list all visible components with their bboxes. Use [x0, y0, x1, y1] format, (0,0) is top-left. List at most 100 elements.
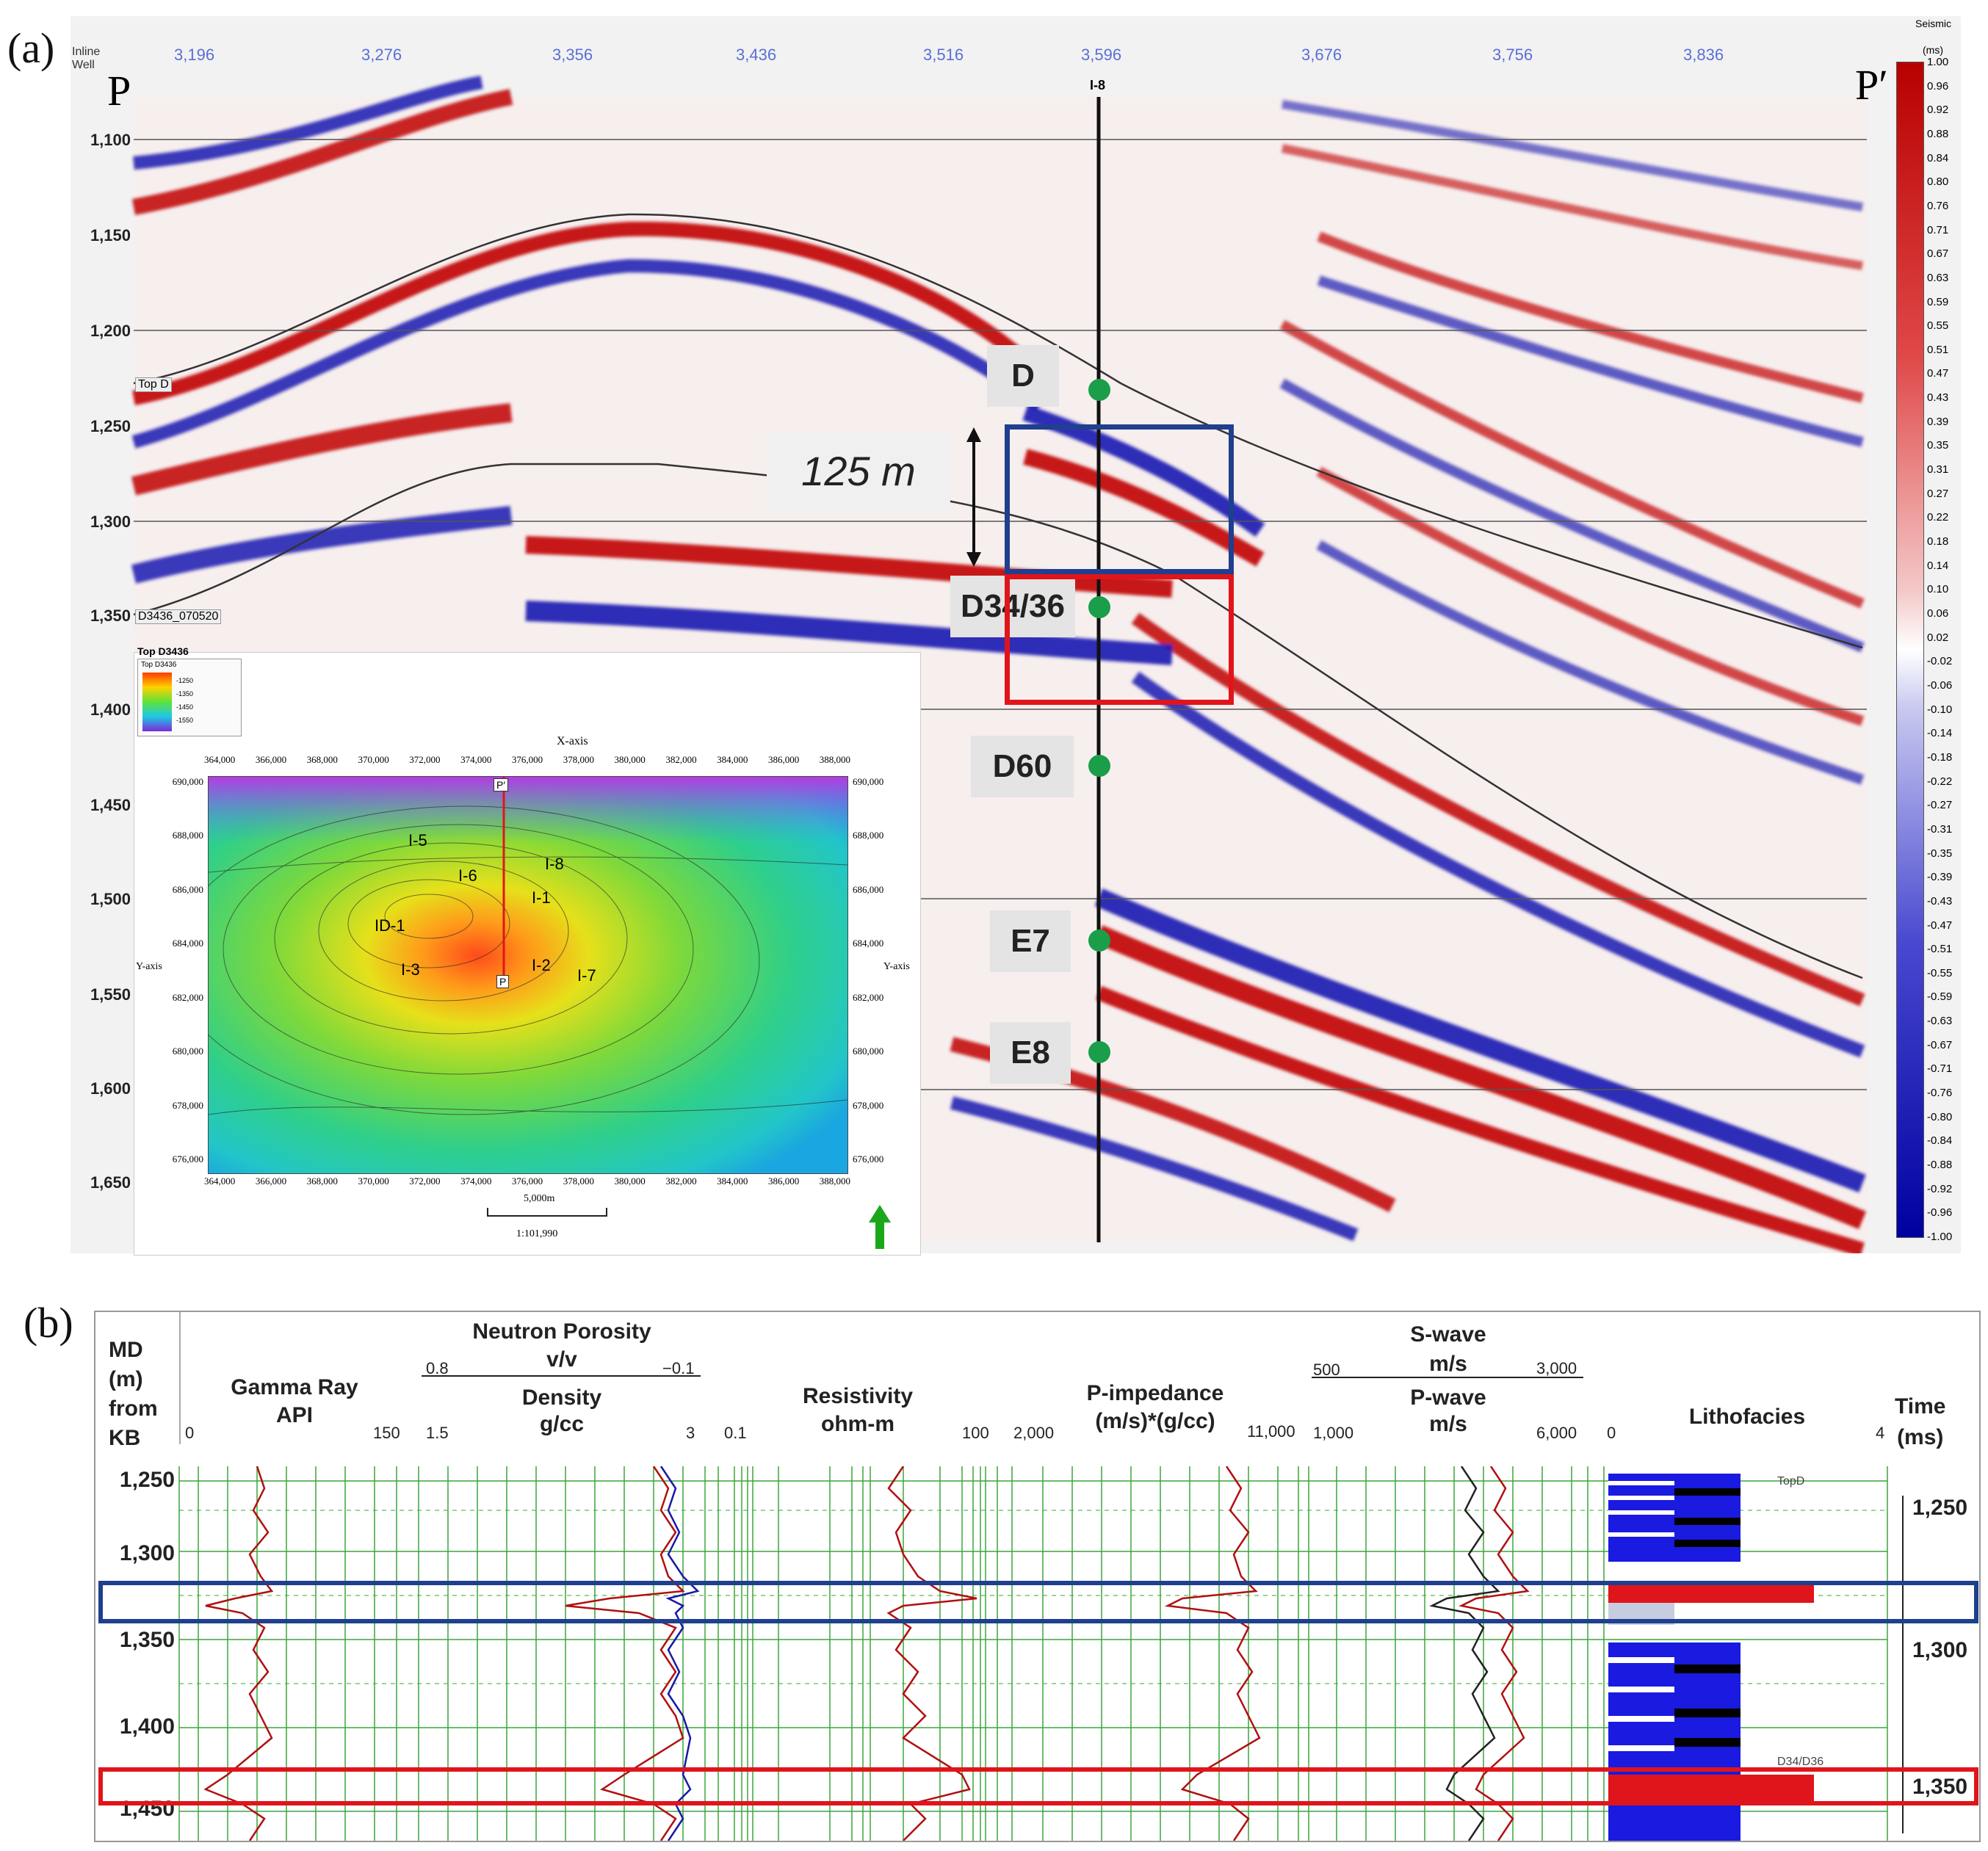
- inline-tick: 3,596: [1081, 46, 1122, 64]
- map-x-tick: 376,000: [511, 754, 543, 765]
- map-well-label: I-7: [577, 966, 596, 985]
- track-min: 2,000: [1013, 1424, 1055, 1442]
- map-x-tick: 364,000: [204, 754, 236, 765]
- map-x-tick: 384,000: [717, 1176, 748, 1187]
- time-tick: 1,250: [1912, 1496, 1968, 1520]
- colorbar-tick: 0.18: [1927, 535, 1949, 548]
- colorbar-tick: 0.51: [1927, 343, 1949, 356]
- inline-tick: 3,756: [1492, 46, 1533, 64]
- colorbar-tick: 0.84: [1927, 151, 1949, 164]
- panel-b-label: (b): [24, 1299, 73, 1347]
- well-log-panel: MD (m) from KB Time (ms) Gamma Ray API 0…: [94, 1311, 1981, 1842]
- colorbar-tick: 0.55: [1927, 319, 1949, 333]
- colorbar-tick: -0.71: [1927, 1062, 1953, 1076]
- track-min: 0: [1607, 1424, 1616, 1442]
- colorbar-tick: 0.88: [1927, 127, 1949, 140]
- map-well-label: I-2: [532, 956, 551, 974]
- map-y-axis-label-right: Y-axis: [883, 961, 910, 972]
- map-x-tick: 370,000: [358, 754, 389, 765]
- depth-tick: 1,300: [90, 512, 131, 531]
- map-y-tick: 676,000: [853, 1153, 884, 1164]
- map-y-tick: 682,000: [172, 991, 203, 1003]
- md-header-line: (m): [109, 1367, 143, 1391]
- track-max: 100: [962, 1424, 989, 1442]
- horizon-label-d34-36: D34/36: [950, 576, 1075, 637]
- p-start-label: P: [107, 67, 131, 115]
- horizon-label-d60: D60: [971, 736, 1074, 797]
- track-unit: (m/s)*(g/cc): [1095, 1409, 1215, 1433]
- colorbar-tick: -0.27: [1927, 799, 1953, 812]
- depth-tick: 1,650: [90, 1173, 131, 1192]
- map-y-tick: 688,000: [853, 830, 884, 841]
- map-x-tick: 388,000: [819, 754, 850, 765]
- colorbar-tick: 0.76: [1927, 199, 1949, 212]
- track-divider: [422, 1375, 701, 1377]
- time-header-line: Time: [1895, 1394, 1946, 1419]
- map-x-tick: 382,000: [665, 754, 697, 765]
- colorbar-tick: -0.84: [1927, 1134, 1953, 1148]
- track-title: P-impedance: [1086, 1381, 1224, 1405]
- map-x-tick: 378,000: [563, 754, 594, 765]
- inline-tick: 3,276: [361, 46, 402, 64]
- red-highlight-box: [1005, 574, 1234, 705]
- colorbar-gradient: [1896, 62, 1924, 1238]
- horizon-marker: [1088, 755, 1110, 777]
- track-min2: 1,000: [1313, 1424, 1354, 1442]
- track-max: 4: [1876, 1424, 1885, 1442]
- panel-a-label: (a): [7, 24, 55, 72]
- track-max2: 6,000: [1536, 1424, 1577, 1442]
- horizon-marker: [1088, 379, 1110, 401]
- md-header-line: from: [109, 1397, 158, 1421]
- horizon-marker: [1088, 930, 1110, 952]
- map-x-tick: 386,000: [767, 1176, 800, 1187]
- colorbar-tick: -1.00: [1927, 1231, 1953, 1243]
- colorbar-tick: -0.22: [1927, 775, 1953, 788]
- colorbar-tick: -0.35: [1927, 847, 1953, 860]
- depth-tick: 1,250: [90, 417, 131, 435]
- track-title2: P-wave: [1410, 1385, 1486, 1410]
- map-x-tick: 386,000: [767, 754, 800, 765]
- track-header-lithofacies: Lithofacies 0 4: [1604, 1312, 1890, 1444]
- md-header: MD (m) from KB: [109, 1336, 158, 1453]
- colorbar-tick: 0.10: [1927, 583, 1949, 596]
- map-p-label: P: [496, 975, 510, 988]
- map-y-ticks-left: 690,000 688,000 686,000 684,000 682,000 …: [145, 776, 203, 1165]
- colorbar-tick: -0.10: [1927, 703, 1953, 716]
- horizon-label-d: D: [987, 345, 1059, 407]
- depth-tick: 1,500: [90, 890, 131, 908]
- map-y-tick: 684,000: [853, 938, 884, 949]
- map-y-tick: 690,000: [172, 776, 203, 787]
- legend-ticks: -1250 -1350 -1450 -1550: [176, 674, 193, 727]
- scale-bar: [487, 1208, 607, 1217]
- track-header-s-p-wave: S-wave m/s 500 3,000 P-wave m/s 1,000 6,…: [1309, 1312, 1588, 1444]
- inline-well-label: Inline Well: [72, 46, 100, 72]
- map-x-tick: 372,000: [409, 754, 441, 765]
- legend-tick: -1350: [176, 690, 194, 698]
- map-x-tick: 366,000: [255, 1176, 287, 1187]
- map-x-tick: 378,000: [563, 1176, 594, 1187]
- map-y-axis-label-left: Y-axis: [136, 961, 162, 972]
- inline-tick: 3,196: [174, 46, 215, 64]
- scale-ratio: 1:101,990: [516, 1228, 558, 1239]
- map-well-label: I-1: [532, 888, 551, 907]
- colorbar-ticks: 1.00 0.96 0.92 0.88 0.84 0.80 0.76 0.71 0.67 0.63…: [1926, 56, 1961, 1243]
- colorbar-tick: 0.67: [1927, 247, 1949, 261]
- map-well-label: ID-1: [375, 916, 405, 935]
- horizon-label-e8: E8: [990, 1022, 1071, 1084]
- top-d3436-tag: Top D3436: [137, 645, 189, 657]
- map-x-axis-label: X-axis: [557, 735, 588, 747]
- blue-interval-box: [98, 1581, 1978, 1623]
- depth-tick: 1,350: [90, 606, 131, 625]
- map-x-tick: 370,000: [358, 1176, 389, 1187]
- legend-tick: -1550: [176, 717, 194, 724]
- map-y-tick: 684,000: [172, 938, 203, 949]
- map-y-tick: 688,000: [172, 830, 203, 841]
- map-legend: Top D3436 -1250 -1350 -1450 -1550: [137, 659, 242, 736]
- structure-map-svg: [209, 777, 847, 1173]
- map-x-tick: 366,000: [255, 754, 287, 765]
- map-x-tick: 374,000: [460, 1176, 492, 1187]
- colorbar-tick: -0.31: [1927, 822, 1953, 836]
- time-tick: 1,300: [1912, 1638, 1968, 1662]
- inline-tick: 3,516: [923, 46, 964, 64]
- md-tick: 1,250: [119, 1468, 175, 1492]
